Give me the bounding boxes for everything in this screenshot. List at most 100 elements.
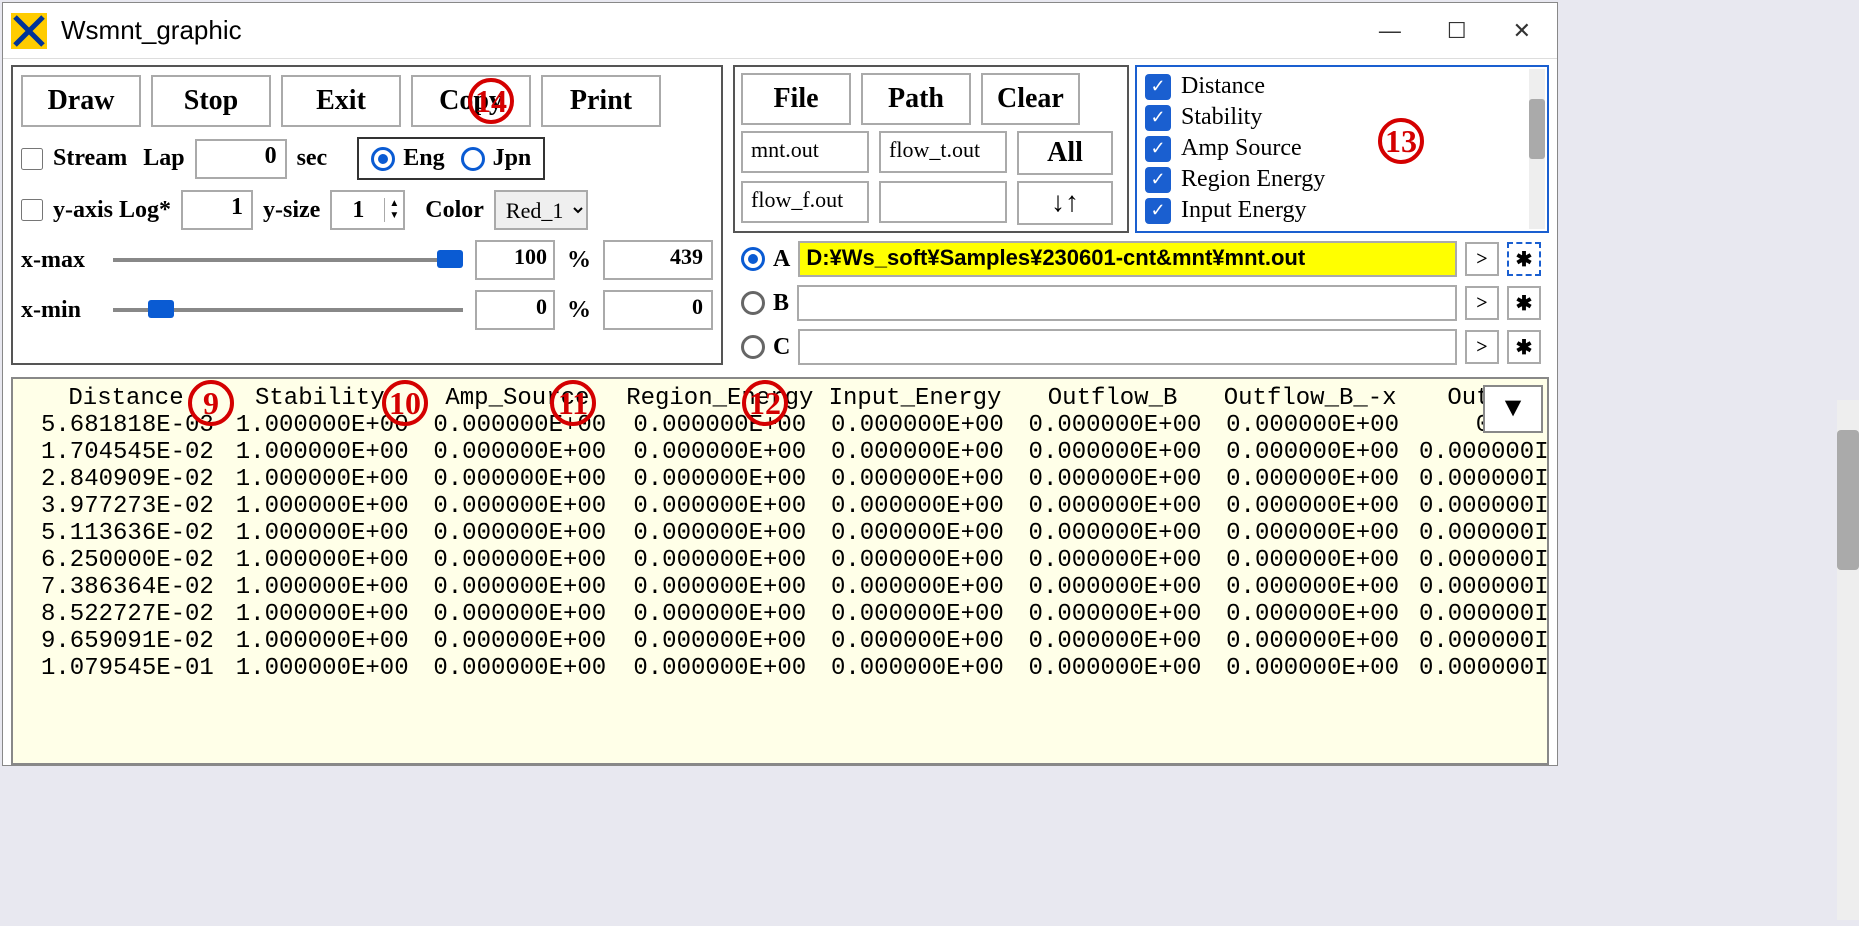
data-cell: 2.840909E-02 [41, 466, 211, 493]
xmin-thumb[interactable] [148, 300, 174, 318]
path-c-star-icon[interactable]: ✱ [1507, 330, 1541, 364]
data-cell: 0.000000E+00 [1024, 655, 1202, 682]
data-cell: 0.000000E+00 [626, 520, 806, 547]
path-b-go-icon[interactable]: > [1465, 286, 1499, 320]
xmin-value[interactable]: 0 [603, 290, 713, 330]
path-b-label: B [773, 290, 789, 317]
column-header: Outflow_B_-x [1221, 385, 1399, 412]
checklist-item[interactable]: ✓Region Energy [1145, 164, 1539, 195]
column-header: Stability [231, 385, 409, 412]
data-cell: 0.000000I [1419, 520, 1519, 547]
main-vertical-scrollbar[interactable] [1837, 400, 1859, 920]
data-cell: 0.000000E+00 [826, 574, 1004, 601]
xmax-percent[interactable]: 100 [475, 240, 555, 280]
radio-path-a[interactable] [741, 247, 765, 271]
checklist-label: Distance [1181, 73, 1265, 100]
data-column: Outflow_B_-x0.000000E+000.000000E+000.00… [1221, 385, 1419, 682]
check-icon[interactable]: ✓ [1145, 105, 1171, 131]
checklist-item[interactable]: ✓Amp Source [1145, 133, 1539, 164]
path-button[interactable]: Path [861, 73, 971, 125]
data-cell: 1.000000E+00 [231, 628, 409, 655]
path-a-go-icon[interactable]: > [1465, 242, 1499, 276]
data-cell: 0.000000E+00 [429, 520, 607, 547]
radio-jpn[interactable] [461, 147, 485, 171]
lap-label: Lap [143, 145, 184, 172]
print-button[interactable]: Print [541, 75, 661, 127]
checklist-item[interactable]: ✓Stability [1145, 102, 1539, 133]
stream-checkbox[interactable] [21, 148, 43, 170]
lap-value[interactable]: 0 [195, 139, 287, 179]
ylog-value[interactable]: 1 [181, 190, 253, 230]
radio-path-c[interactable] [741, 335, 765, 359]
ysize-spinner[interactable]: 1 ▲▼ [330, 190, 405, 230]
data-cell: 0.000000E+00 [626, 439, 806, 466]
filebox-2[interactable]: flow_f.out [741, 181, 869, 223]
all-button[interactable]: All [1017, 131, 1113, 175]
xmax-thumb[interactable] [437, 250, 463, 268]
data-cell: 0.000000I [1419, 466, 1519, 493]
pathrow-b: B > ✱ [733, 285, 1549, 321]
data-cell: 0.000000I [1419, 655, 1519, 682]
path-c-input[interactable] [798, 329, 1457, 365]
checklist-item[interactable]: ✓ Distance [1145, 71, 1539, 102]
clear-button[interactable]: Clear [981, 73, 1080, 125]
path-b-input[interactable] [797, 285, 1457, 321]
data-cell: 0.000000E+00 [826, 547, 1004, 574]
column-header: Distance [41, 385, 211, 412]
pathrow-c: C > ✱ [733, 329, 1549, 365]
data-cell: 0.000000E+00 [1024, 628, 1202, 655]
data-cell: 1.000000E+00 [231, 547, 409, 574]
path-a-input[interactable]: D:¥Ws_soft¥Samples¥230601-cnt&mnt¥mnt.ou… [798, 241, 1457, 277]
xmin-percent[interactable]: 0 [475, 290, 555, 330]
xmin-slider[interactable] [113, 308, 463, 312]
data-cell: 1.079545E-01 [41, 655, 211, 682]
radio-eng[interactable] [371, 147, 395, 171]
column-checklist[interactable]: ✓ Distance✓Stability✓Amp Source✓Region En… [1135, 65, 1549, 233]
data-column: Region_Energy0.000000E+000.000000E+000.0… [626, 385, 826, 682]
data-cell: 7.386364E-02 [41, 574, 211, 601]
check-icon[interactable]: ✓ [1145, 74, 1171, 100]
main-button-row: Draw Stop Exit Copy Print [21, 75, 713, 127]
pct-sign: % [567, 247, 591, 274]
stop-button[interactable]: Stop [151, 75, 271, 127]
sort-button[interactable]: ↓↑ [1017, 181, 1113, 225]
pathrow-a: A D:¥Ws_soft¥Samples¥230601-cnt&mnt¥mnt.… [733, 241, 1549, 277]
data-cell: 1.000000E+00 [231, 655, 409, 682]
draw-button[interactable]: Draw [21, 75, 141, 127]
exit-button[interactable]: Exit [281, 75, 401, 127]
radio-path-b[interactable] [741, 291, 765, 315]
xmin-label: x-min [21, 297, 101, 324]
filebox-1[interactable]: flow_t.out [879, 131, 1007, 173]
xmax-value[interactable]: 439 [603, 240, 713, 280]
data-table-pane: Distance5.681818E-031.704545E-022.840909… [11, 377, 1549, 765]
filebox-3[interactable] [879, 181, 1007, 223]
color-select[interactable]: Red_1 [494, 190, 588, 230]
data-cell: 1.000000E+00 [231, 439, 409, 466]
xmax-slider[interactable] [113, 258, 463, 262]
data-cell: 0.000000E+00 [1024, 547, 1202, 574]
ylog-checkbox[interactable] [21, 199, 43, 221]
right-top-panel: File Path Clear mnt.out flow_t.out All f… [733, 65, 1549, 233]
yaxis-row: y-axis Log* 1 y-size 1 ▲▼ Color Red_1 [21, 190, 713, 230]
label-jpn: Jpn [493, 145, 532, 172]
data-cell: 0.000000E+00 [429, 547, 607, 574]
path-b-star-icon[interactable]: ✱ [1507, 286, 1541, 320]
data-column: Amp_Source0.000000E+000.000000E+000.0000… [429, 385, 627, 682]
path-c-go-icon[interactable]: > [1465, 330, 1499, 364]
data-cell: 0.000000E+00 [1221, 574, 1399, 601]
spinner-arrows[interactable]: ▲▼ [384, 198, 403, 222]
data-cell: 3.977273E-02 [41, 493, 211, 520]
check-icon[interactable]: ✓ [1145, 136, 1171, 162]
path-a-star-icon[interactable]: ✱ [1507, 242, 1541, 276]
check-icon[interactable]: ✓ [1145, 167, 1171, 193]
dropdown-triangle-button[interactable]: ▼ [1483, 385, 1543, 433]
check-icon[interactable]: ✓ [1145, 198, 1171, 224]
minimize-icon[interactable]: — [1379, 18, 1401, 44]
checklist-scrollbar[interactable] [1529, 69, 1545, 229]
checklist-item[interactable]: ✓Input Energy [1145, 195, 1539, 226]
file-button[interactable]: File [741, 73, 851, 125]
close-icon[interactable]: ✕ [1513, 18, 1531, 44]
filebox-0[interactable]: mnt.out [741, 131, 869, 173]
maximize-icon[interactable]: ☐ [1447, 18, 1467, 44]
copy-button[interactable]: Copy [411, 75, 531, 127]
